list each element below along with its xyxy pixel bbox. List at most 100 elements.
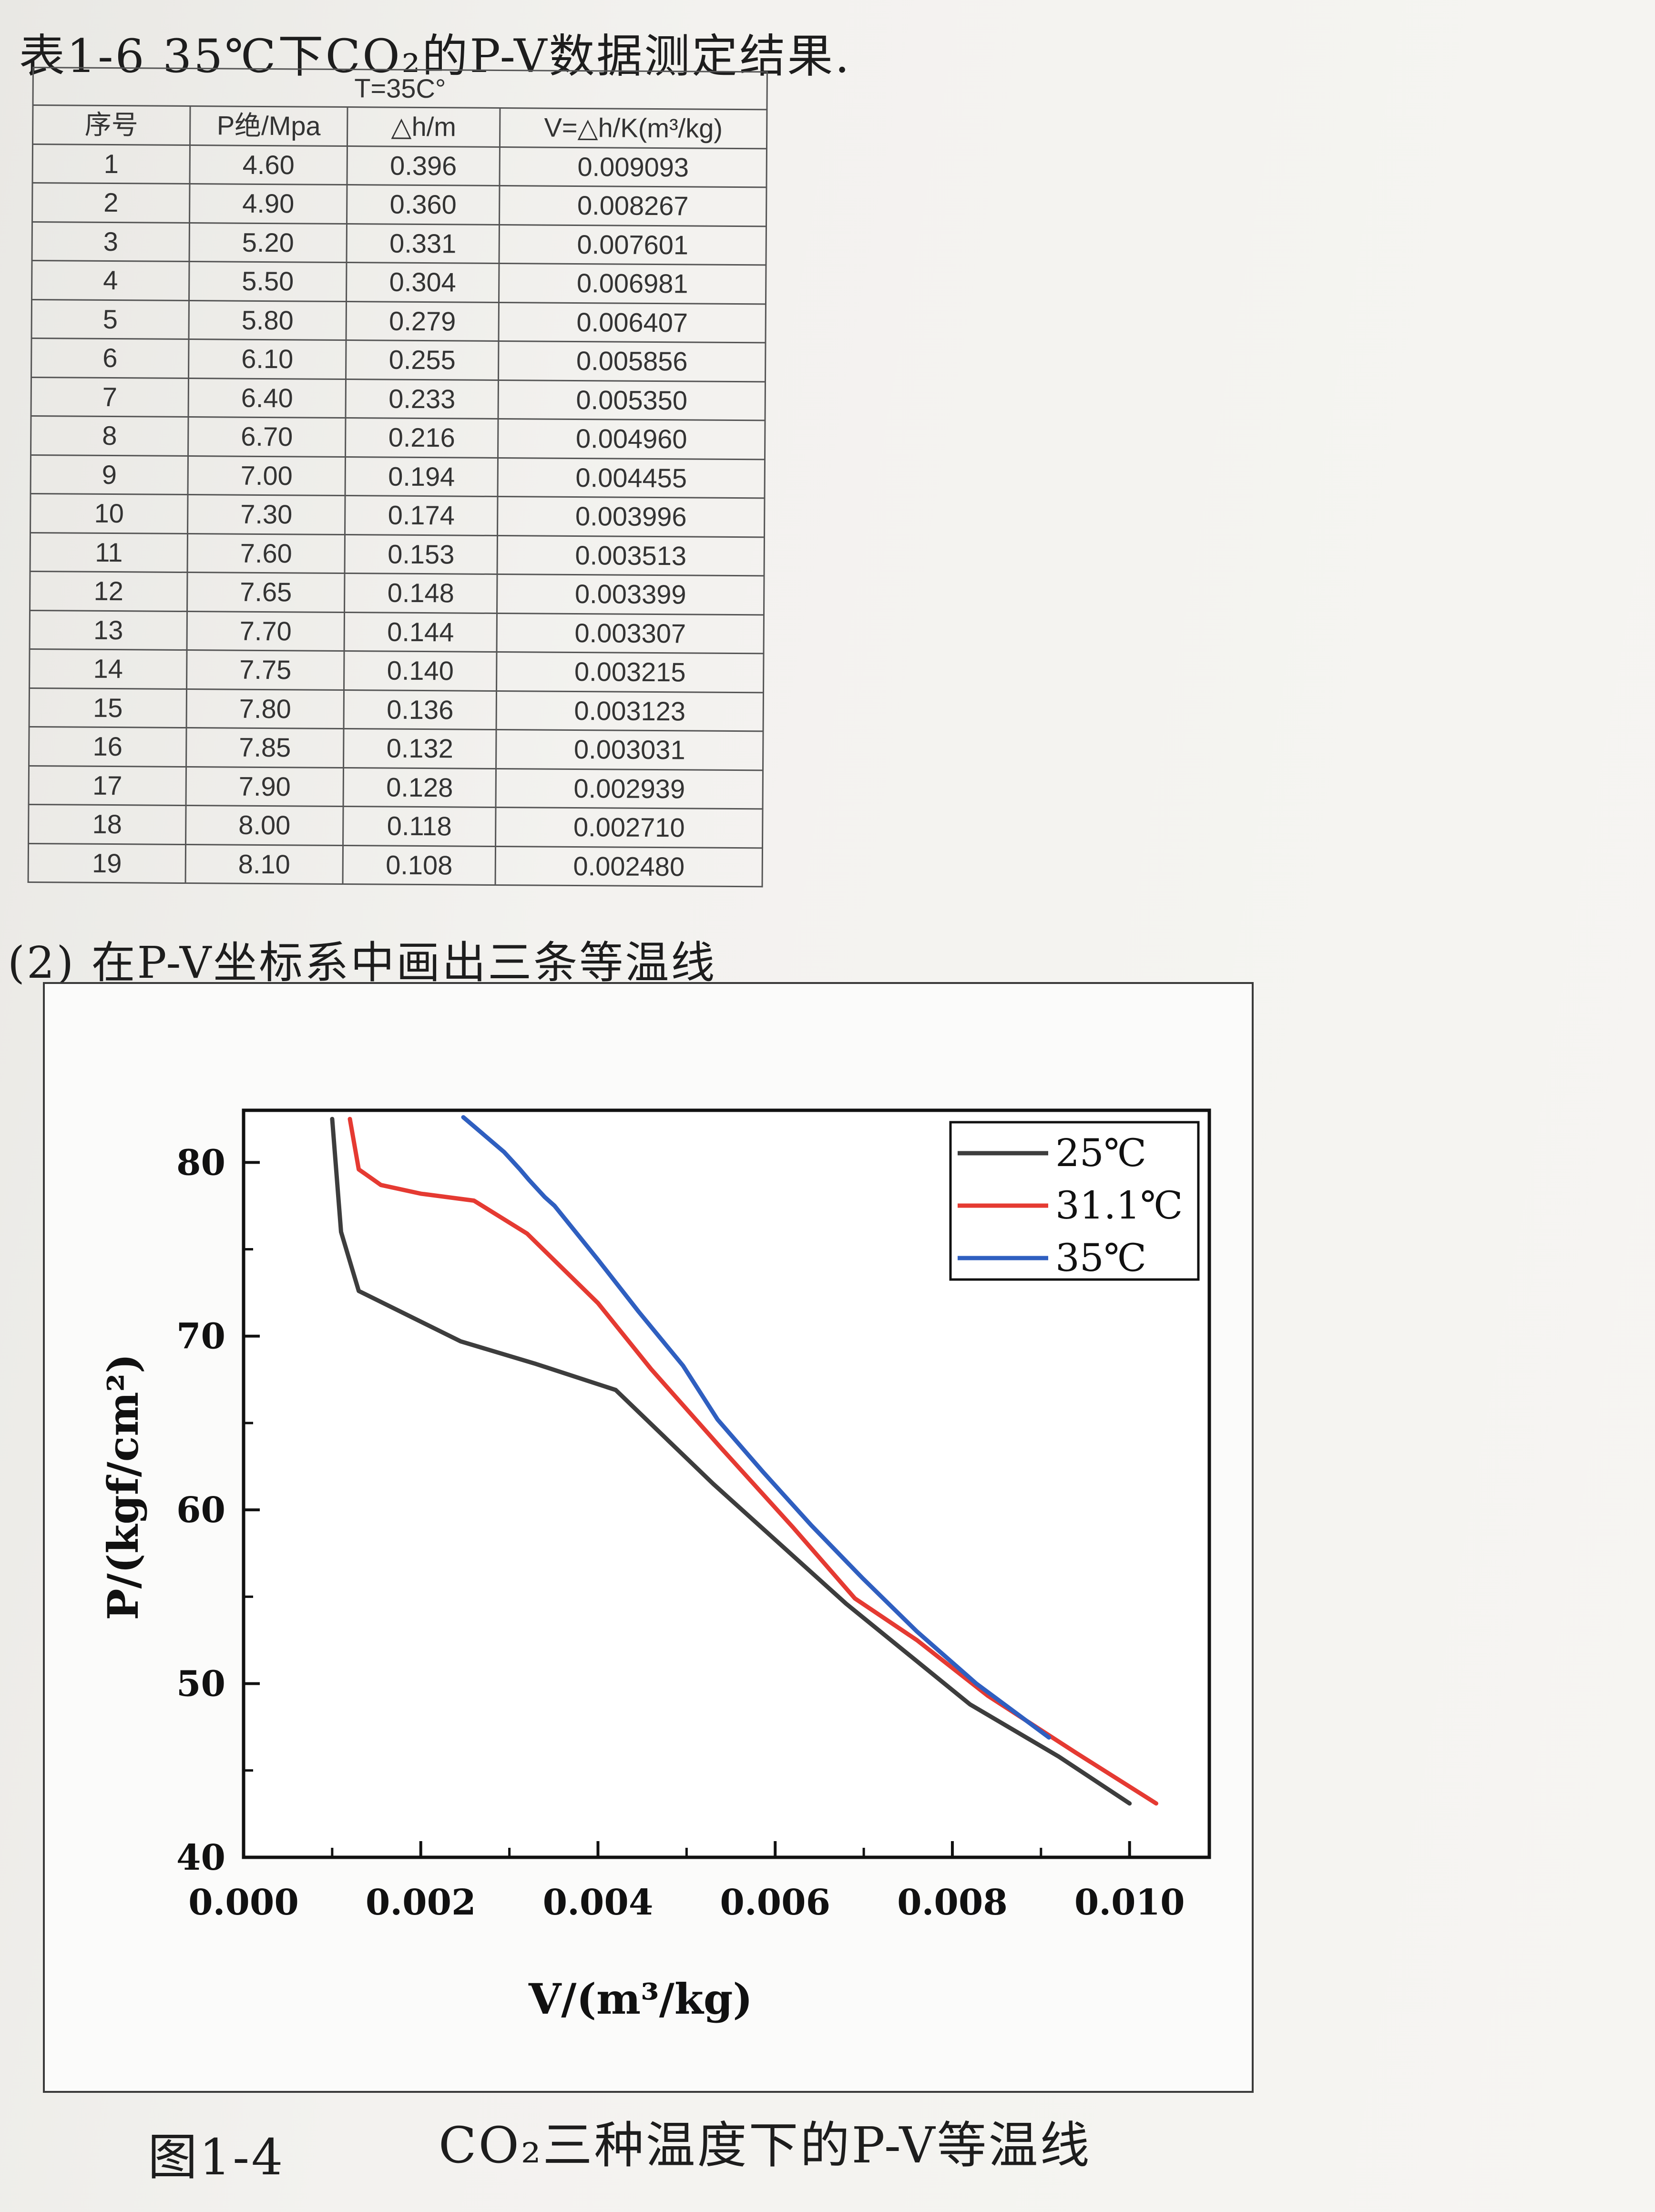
table-cell: 11 bbox=[30, 532, 188, 573]
table-cell: 0.174 bbox=[345, 495, 498, 535]
table-cell: 0.331 bbox=[347, 224, 500, 264]
table-cell: 4.90 bbox=[189, 184, 347, 224]
table-row: 1 4.60 0.396 0.009093 bbox=[32, 144, 767, 187]
table-row: 15 7.80 0.136 0.003123 bbox=[29, 687, 764, 731]
table-title: 表1-6 35℃下CO₂的P-V数据测定结果. bbox=[19, 30, 851, 83]
table-row: 2 4.90 0.360 0.008267 bbox=[32, 183, 767, 226]
table-cell: 0.136 bbox=[344, 690, 497, 730]
table-cell: 8 bbox=[31, 416, 189, 456]
x-tick-label: 0.006 bbox=[720, 1882, 830, 1923]
table-cell: 0.153 bbox=[345, 534, 498, 574]
table-cell: 0.002939 bbox=[496, 768, 763, 809]
table-cell: 7.00 bbox=[188, 456, 346, 496]
column-header: △h/m bbox=[347, 107, 500, 147]
x-tick-label: 0.008 bbox=[897, 1882, 1008, 1923]
table-row: 12 7.65 0.148 0.003399 bbox=[30, 571, 765, 615]
x-axis-title: V/(m³/kg) bbox=[528, 1974, 753, 2024]
table-cell: 5.20 bbox=[189, 223, 347, 263]
series-group bbox=[330, 1115, 1158, 1806]
y-tick-label: 60 bbox=[176, 1490, 225, 1531]
table-cell: 0.132 bbox=[343, 728, 497, 768]
table-cell: 6.40 bbox=[188, 378, 346, 418]
data-table: T=35C° 序号 P绝/Mpa △h/m V=△h/K(m³/kg) 1 4.6… bbox=[28, 67, 768, 887]
figure-frame: 40 50 60 70 80 0.000 0.002 0.004 0.006 0.008 0.01… bbox=[43, 982, 1254, 2093]
table-header-row: 序号 P绝/Mpa △h/m V=△h/K(m³/kg) bbox=[32, 105, 767, 149]
table-row: 13 7.70 0.144 0.003307 bbox=[30, 610, 764, 654]
legend: 25℃ 31.1℃ 35℃ bbox=[949, 1121, 1200, 1281]
table-cell: 9 bbox=[31, 454, 188, 495]
table-cell: 0.004960 bbox=[498, 419, 766, 460]
table-cell: 0.255 bbox=[346, 340, 499, 380]
section-caption: (2) 在P-V坐标系中画出三条等温线 bbox=[8, 937, 717, 988]
table-cell: 19 bbox=[28, 843, 186, 883]
table-cell: 0.128 bbox=[343, 768, 496, 808]
column-header: V=△h/K(m³/kg) bbox=[500, 108, 767, 149]
table-cell: 6.70 bbox=[188, 417, 346, 457]
x-tick-label: 0.000 bbox=[188, 1882, 299, 1923]
table-cell: 7.85 bbox=[186, 727, 344, 768]
table-cell: 2 bbox=[32, 183, 190, 223]
table-cell: 0.002710 bbox=[495, 807, 763, 848]
table-cell: 7.80 bbox=[186, 689, 344, 729]
table-cell: 7.60 bbox=[187, 533, 345, 573]
table-cell: 7 bbox=[31, 377, 189, 417]
x-tick-label: 0.002 bbox=[366, 1882, 476, 1923]
table-row: 16 7.85 0.132 0.003031 bbox=[29, 727, 764, 770]
table-row: 17 7.90 0.128 0.002939 bbox=[29, 765, 763, 809]
table-cell: 8.00 bbox=[185, 805, 344, 846]
table-cell: 5.50 bbox=[189, 261, 347, 302]
y-tick-label: 70 bbox=[176, 1316, 225, 1357]
table-cell: 0.006981 bbox=[499, 263, 766, 304]
table-cell: 0.216 bbox=[345, 418, 499, 458]
y-tick-label: 40 bbox=[176, 1837, 225, 1878]
table-cell: 7.30 bbox=[187, 494, 346, 535]
table-row: 14 7.75 0.140 0.003215 bbox=[29, 649, 764, 693]
table-cell: 7.65 bbox=[187, 572, 345, 613]
table-row: 9 7.00 0.194 0.004455 bbox=[31, 454, 765, 498]
table-cell: 0.003307 bbox=[497, 613, 764, 654]
table-cell: 14 bbox=[29, 649, 187, 689]
table-cell: 0.118 bbox=[343, 806, 496, 846]
table-cell: 0.279 bbox=[346, 301, 499, 341]
table-cell: 0.007601 bbox=[499, 224, 766, 265]
y-tick-label: 50 bbox=[176, 1664, 225, 1705]
table-cell: 16 bbox=[29, 727, 187, 767]
table-row: 3 5.20 0.331 0.007601 bbox=[32, 222, 766, 265]
table-cell: 17 bbox=[29, 765, 186, 806]
table-cell: 7.70 bbox=[187, 611, 345, 651]
pv-isotherm-chart: 40 50 60 70 80 0.000 0.002 0.004 0.006 0.008 0.01… bbox=[98, 1108, 1211, 2024]
table-row: 4 5.50 0.304 0.006981 bbox=[31, 260, 766, 304]
table-cell: 0.144 bbox=[344, 612, 497, 652]
table-cell: 0.003513 bbox=[497, 535, 765, 576]
table-cell: 0.003215 bbox=[496, 652, 764, 693]
table-cell: 0.148 bbox=[344, 573, 498, 613]
table-row: 6 6.10 0.255 0.005856 bbox=[31, 338, 766, 382]
y-tick-label: 80 bbox=[176, 1142, 225, 1183]
table-cell: 15 bbox=[29, 687, 187, 728]
table-cell: 0.006407 bbox=[499, 302, 766, 343]
table-cell: 7.90 bbox=[186, 766, 344, 807]
table-cell: 0.003996 bbox=[497, 496, 765, 537]
column-header: P绝/Mpa bbox=[190, 106, 347, 146]
table-cell: 0.360 bbox=[347, 184, 500, 225]
table-cell: 4.60 bbox=[190, 145, 347, 185]
table-cell: 0.005350 bbox=[498, 379, 766, 420]
table-cell: 6 bbox=[31, 338, 189, 379]
x-tick-label: 0.010 bbox=[1074, 1882, 1185, 1923]
table-cell: 0.002480 bbox=[495, 846, 763, 887]
table-cell: 0.108 bbox=[343, 845, 496, 885]
table-cell: 5 bbox=[31, 299, 189, 339]
table-cell: 0.003031 bbox=[496, 729, 764, 770]
table-cell: 4 bbox=[31, 260, 190, 301]
legend-label: 35℃ bbox=[1055, 1236, 1146, 1280]
table-row: 10 7.30 0.174 0.003996 bbox=[30, 493, 765, 537]
table-cell: 0.194 bbox=[345, 457, 498, 497]
table-cell: 0.009093 bbox=[499, 146, 767, 187]
x-tick-label: 0.004 bbox=[543, 1882, 654, 1923]
table-cell: 5.80 bbox=[189, 300, 347, 340]
legend-label: 25℃ bbox=[1055, 1131, 1146, 1175]
table-row: 18 8.00 0.118 0.002710 bbox=[28, 804, 763, 848]
table-cell: 13 bbox=[30, 610, 187, 650]
series-line-2 bbox=[347, 1116, 1158, 1806]
table-cell: 0.005856 bbox=[498, 341, 766, 382]
